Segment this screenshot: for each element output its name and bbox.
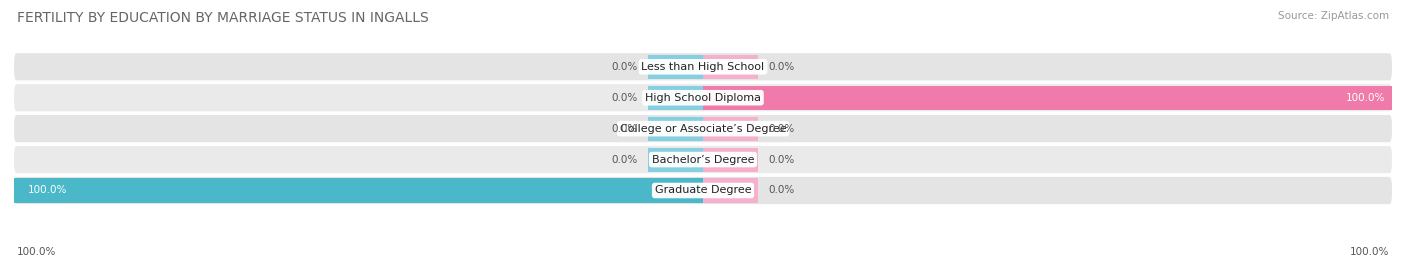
Text: Bachelor’s Degree: Bachelor’s Degree <box>652 155 754 165</box>
Text: 0.0%: 0.0% <box>769 185 794 195</box>
Text: 0.0%: 0.0% <box>612 155 637 165</box>
Text: College or Associate’s Degree: College or Associate’s Degree <box>620 124 786 134</box>
FancyBboxPatch shape <box>14 115 1392 142</box>
Bar <box>648 86 703 110</box>
Bar <box>703 86 1392 110</box>
Bar <box>648 117 703 141</box>
Text: 0.0%: 0.0% <box>612 93 637 103</box>
Text: 0.0%: 0.0% <box>769 155 794 165</box>
Bar <box>703 55 758 79</box>
Text: FERTILITY BY EDUCATION BY MARRIAGE STATUS IN INGALLS: FERTILITY BY EDUCATION BY MARRIAGE STATU… <box>17 11 429 25</box>
Bar <box>703 147 758 172</box>
FancyBboxPatch shape <box>14 177 1392 204</box>
FancyBboxPatch shape <box>14 53 1392 80</box>
Legend: Married, Unmarried: Married, Unmarried <box>619 264 787 268</box>
Bar <box>703 178 758 203</box>
Text: Source: ZipAtlas.com: Source: ZipAtlas.com <box>1278 11 1389 21</box>
Text: Less than High School: Less than High School <box>641 62 765 72</box>
Bar <box>14 178 703 203</box>
Text: 0.0%: 0.0% <box>769 62 794 72</box>
Bar <box>648 147 703 172</box>
FancyBboxPatch shape <box>14 84 1392 111</box>
Text: High School Diploma: High School Diploma <box>645 93 761 103</box>
Bar <box>648 55 703 79</box>
Bar <box>703 117 758 141</box>
Text: 0.0%: 0.0% <box>612 124 637 134</box>
Text: 0.0%: 0.0% <box>769 124 794 134</box>
Text: 100.0%: 100.0% <box>1346 93 1385 103</box>
Text: Graduate Degree: Graduate Degree <box>655 185 751 195</box>
Text: 100.0%: 100.0% <box>1350 247 1389 257</box>
Text: 100.0%: 100.0% <box>17 247 56 257</box>
Text: 0.0%: 0.0% <box>612 62 637 72</box>
FancyBboxPatch shape <box>14 146 1392 173</box>
Text: 100.0%: 100.0% <box>28 185 67 195</box>
